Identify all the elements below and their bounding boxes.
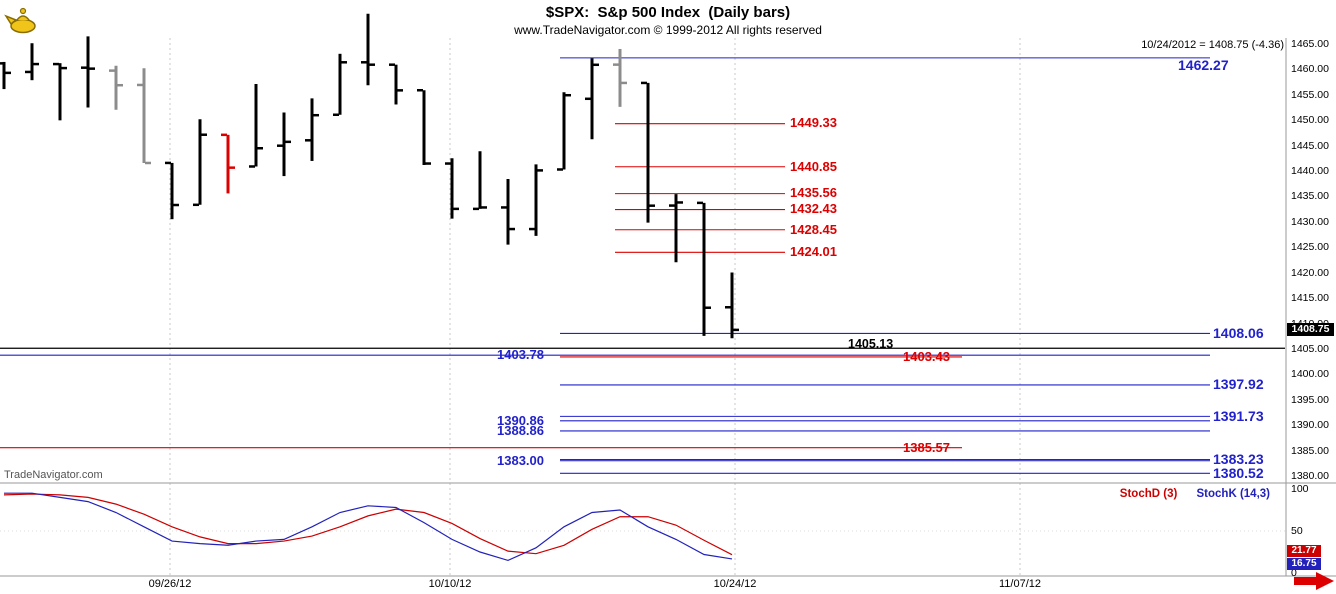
ohlc-bar <box>109 65 123 110</box>
stochastic-legend: StochD (3) StochK (14,3) <box>1120 488 1270 500</box>
stochastic-lines <box>3 492 733 562</box>
ohlc-bar <box>529 164 543 236</box>
chart-title: $SPX: S&p 500 Index (Daily bars) <box>545 4 791 21</box>
ohlc-bar <box>305 98 319 161</box>
lamp-logo-icon <box>4 7 36 34</box>
ohlc-bar <box>0 61 11 90</box>
ohlc-bar <box>361 13 375 86</box>
watermark-text: TradeNavigator.com <box>4 469 103 481</box>
ohlc-bar <box>389 63 403 105</box>
ohlc-bars <box>0 13 739 339</box>
ohlc-bar <box>585 58 599 140</box>
ohlc-bar <box>501 179 515 245</box>
quote-readout: 10/24/2012 = 1408.75 (-4.36) <box>1141 39 1284 51</box>
copyright-subtitle: www.TradeNavigator.com © 1999-2012 All r… <box>514 23 822 37</box>
ohlc-bar <box>53 62 67 121</box>
ohlc-bar <box>333 53 347 116</box>
ohlc-bar <box>221 133 235 194</box>
stochk-label: StochK (14,3) <box>1196 488 1271 500</box>
gridlines <box>0 38 1285 576</box>
ohlc-bar <box>249 83 263 168</box>
ohlc-bar <box>25 43 39 81</box>
ohlc-bar <box>473 151 487 211</box>
ohlc-bar <box>193 119 207 207</box>
ohlc-bar <box>641 81 655 223</box>
ohlc-bar <box>165 161 179 220</box>
ohlc-bar <box>417 88 431 166</box>
ohlc-bar <box>613 48 627 107</box>
trade-navigator-logo[interactable] <box>4 3 40 37</box>
panel-borders <box>0 38 1336 577</box>
ohlc-bar <box>725 272 739 339</box>
level-lines <box>0 57 1285 474</box>
last-price-badge: 1408.75 <box>1287 323 1334 337</box>
stochd-value-badge: 21.77 <box>1287 545 1321 557</box>
red-arrow-icon <box>1294 572 1334 590</box>
ohlc-bar <box>445 158 459 219</box>
ohlc-bar <box>669 194 683 263</box>
ohlc-bar <box>277 112 291 177</box>
stochk-value-badge: 16.75 <box>1287 558 1321 570</box>
scroll-right-arrow[interactable] <box>1292 570 1336 592</box>
ohlc-bar <box>557 92 571 171</box>
ohlc-bar <box>137 68 151 165</box>
stochd-label: StochD (3) <box>1119 488 1178 500</box>
ohlc-bar <box>81 36 95 108</box>
ohlc-bar <box>697 201 711 336</box>
